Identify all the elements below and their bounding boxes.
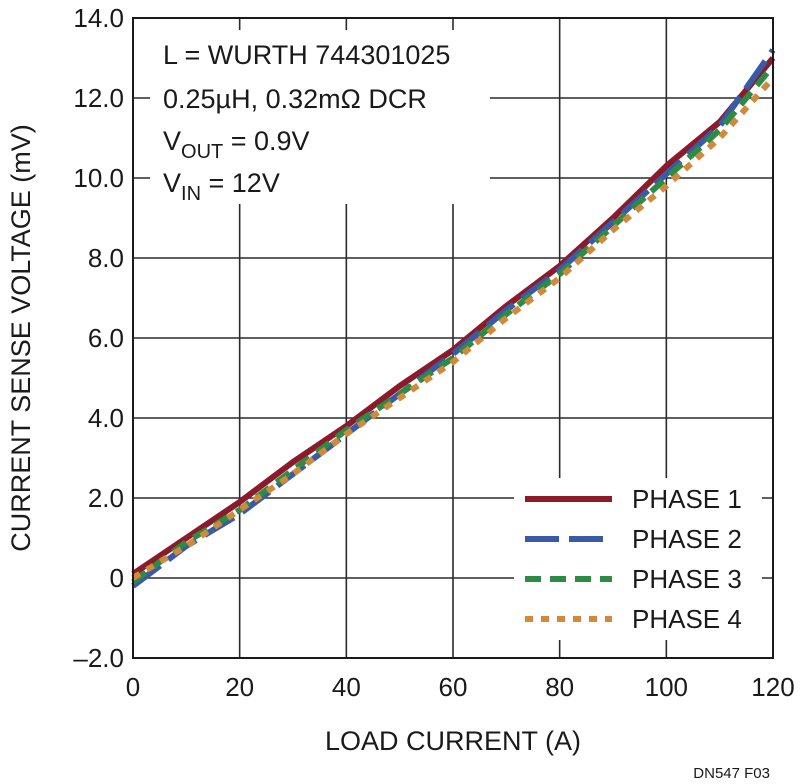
annotation-block: L = WURTH 744301025 0.25µH, 0.32mΩ DCR V… xyxy=(150,30,490,205)
series-line-phase-3 xyxy=(131,64,776,585)
x-tick-label: 120 xyxy=(751,672,794,702)
x-tick-label: 80 xyxy=(545,672,574,702)
legend-label-4: PHASE 4 xyxy=(632,604,742,634)
x-tick-label: 20 xyxy=(225,672,254,702)
y-tick-label: 10.0 xyxy=(73,163,124,193)
x-tick-label: 0 xyxy=(126,672,140,702)
y-tick-label: 2.0 xyxy=(88,483,124,513)
x-tick-label: 100 xyxy=(645,672,688,702)
legend-label-1: PHASE 1 xyxy=(632,484,742,514)
series-line-phase-1 xyxy=(131,56,776,577)
legend-label-3: PHASE 3 xyxy=(632,564,742,594)
figure-id: DN547 F03 xyxy=(693,765,770,782)
x-tick-label: 40 xyxy=(332,672,361,702)
y-tick-label: –2.0 xyxy=(73,643,124,673)
y-tick-label: 6.0 xyxy=(88,323,124,353)
legend: PHASE 1 PHASE 2 PHASE 3 PHASE 4 xyxy=(514,478,762,640)
y-tick-label: 14.0 xyxy=(73,3,124,33)
annotation-inductance: 0.25µH, 0.32mΩ DCR xyxy=(163,84,427,114)
y-tick-label: 12.0 xyxy=(73,83,124,113)
x-axis-title: LOAD CURRENT (A) xyxy=(325,726,581,756)
annotation-inductor: L = WURTH 744301025 xyxy=(163,40,450,70)
series-lines xyxy=(131,48,776,589)
x-tick-label: 60 xyxy=(439,672,468,702)
y-tick-label: 4.0 xyxy=(88,403,124,433)
tick-labels: 0 20 40 60 80 100 120–2.002.04.06.08.010.012.0… xyxy=(73,3,794,702)
legend-label-2: PHASE 2 xyxy=(632,524,742,554)
y-tick-label: 8.0 xyxy=(88,243,124,273)
y-tick-label: 0 xyxy=(110,563,124,593)
plot-frame xyxy=(132,17,774,659)
annotation-vin: VIN = 12V xyxy=(163,168,280,205)
series-line-phase-4 xyxy=(131,76,776,581)
annotation-vout: VOUT = 0.9V xyxy=(163,126,310,163)
y-axis-title: CURRENT SENSE VOLTAGE (mV) xyxy=(6,124,36,552)
series-line-phase-2 xyxy=(131,48,776,589)
